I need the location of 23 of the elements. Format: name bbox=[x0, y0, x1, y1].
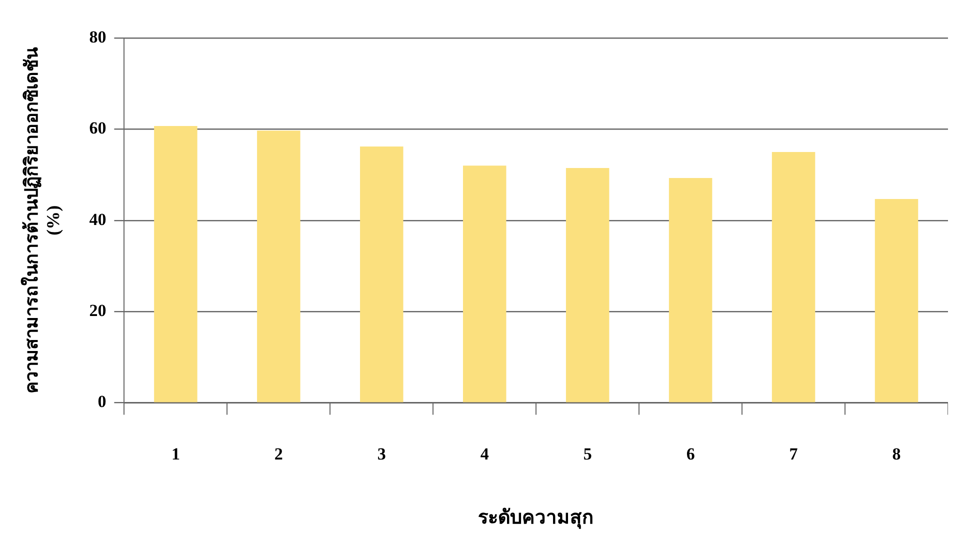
x-tick-label: 3 bbox=[377, 444, 386, 464]
x-tick-label: 8 bbox=[892, 444, 901, 464]
x-tick-label: 4 bbox=[480, 444, 490, 464]
x-tick-label: 5 bbox=[583, 444, 592, 464]
y-tick-label: 80 bbox=[89, 27, 106, 46]
bar bbox=[772, 152, 816, 402]
x-tick-label: 6 bbox=[686, 444, 695, 464]
bar bbox=[462, 166, 506, 402]
bar bbox=[360, 146, 404, 402]
bar bbox=[154, 126, 198, 402]
bar bbox=[566, 168, 610, 402]
y-tick-label: 20 bbox=[89, 300, 106, 320]
x-axis-title: ระดับความสุก bbox=[478, 508, 594, 530]
bar bbox=[874, 198, 918, 402]
y-tick-label: 40 bbox=[89, 210, 106, 229]
bar bbox=[668, 178, 712, 402]
x-tick-label: 7 bbox=[789, 444, 798, 464]
y-axis-title: ความสามารถในการต้านปฏิกิริยาออกซิเดชัน (%) bbox=[20, 46, 64, 394]
x-tick-label: 2 bbox=[274, 444, 283, 464]
y-tick-label: 0 bbox=[98, 392, 106, 412]
bar bbox=[257, 130, 300, 402]
x-tick-label: 1 bbox=[171, 444, 180, 464]
y-tick-label: 60 bbox=[89, 118, 106, 138]
